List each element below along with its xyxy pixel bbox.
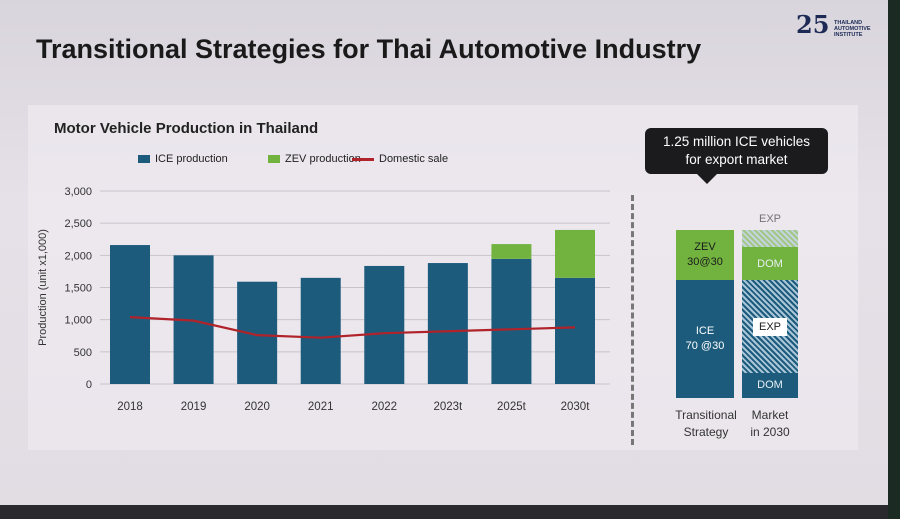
segment-label: EXP <box>752 317 787 336</box>
segment-label: EXP <box>758 213 781 225</box>
x-tick-label: 2030t <box>561 401 591 413</box>
export-callout: 1.25 million ICE vehicles for export mar… <box>645 128 828 184</box>
tai-logo: 25 THAILAND AUTOMOTIVE INSTITUTE <box>796 10 886 50</box>
segment-market-ice-dom: DOM <box>742 372 798 398</box>
segment-sublabel: 30@30 <box>687 256 723 269</box>
chart-title: Motor Vehicle Production in Thailand <box>54 120 319 137</box>
segment-label: ICE <box>695 325 715 338</box>
legend-swatch-zev <box>268 155 280 163</box>
y-tick-label: 2,500 <box>64 218 92 230</box>
segment-label: DOM <box>757 257 783 270</box>
slide-title: Transitional Strategies for Thai Automot… <box>36 34 702 64</box>
segment-zev: ZEV 30@30 <box>676 230 734 281</box>
y-tick-label: 1,000 <box>64 315 92 327</box>
callout-line-2: for export market <box>685 152 788 167</box>
segment-market-ice-exp: EXP <box>742 280 798 373</box>
x-label-line: Strategy <box>683 425 729 439</box>
x-label-market-2030: Market in 2030 <box>742 407 798 441</box>
y-tick-label: 1,500 <box>64 283 92 295</box>
x-tick-label: 2025t <box>497 401 527 413</box>
y-tick-label: 500 <box>74 347 92 359</box>
x-tick-label: 2022 <box>371 401 397 413</box>
legend-swatch-domestic <box>352 157 374 161</box>
legend-swatch-ice <box>138 155 150 163</box>
x-tick-label: 2023t <box>433 401 463 413</box>
legend-label: Domestic sale <box>379 153 449 165</box>
y-axis-label: Production (unit x1,000) <box>37 229 49 346</box>
x-label-line: Transitional <box>675 408 737 422</box>
bar-zev-2030t <box>555 229 595 278</box>
bar-ice-2023t <box>427 263 468 384</box>
bar-ice-2018 <box>110 245 150 384</box>
logo-text: THAILAND AUTOMOTIVE INSTITUTE <box>834 20 871 38</box>
segment-market-zev-dom: DOM <box>742 246 798 281</box>
bar-zev-2025t <box>491 244 532 259</box>
legend-domestic: Domestic sale <box>352 153 448 165</box>
bar-ice-2030t <box>555 277 595 384</box>
legend-label: ICE production <box>155 153 228 165</box>
x-label-line: in 2030 <box>750 425 790 439</box>
y-tick-label: 0 <box>86 379 92 391</box>
x-tick-label: 2020 <box>244 401 270 413</box>
segment-label: DOM <box>757 379 783 392</box>
segment-sublabel: 70 @30 <box>685 340 725 353</box>
segment-label: ZEV <box>694 241 716 254</box>
x-tick-label: 2018 <box>117 401 143 413</box>
bar-ice-2022 <box>364 265 405 384</box>
logo-25: 25 <box>796 10 830 39</box>
x-tick-label: 2021 <box>308 401 334 413</box>
legend-label: ZEV production <box>285 153 361 165</box>
segment-ice: ICE 70 @30 <box>676 280 734 398</box>
line-domestic-sale <box>129 315 576 339</box>
x-tick-label: 2019 <box>181 401 207 413</box>
legend-zev: ZEV production <box>268 153 361 165</box>
bar-ice-2021 <box>300 277 341 384</box>
bar-ice-2025t <box>491 258 532 384</box>
screen-edge <box>888 0 900 519</box>
callout-line-1: 1.25 million ICE vehicles <box>662 134 811 149</box>
legend-ice: ICE production <box>138 153 228 165</box>
segment-market-zev-exp: EXP <box>742 213 798 247</box>
x-label-line: Market <box>751 408 789 422</box>
divider <box>631 195 634 445</box>
y-tick-label: 3,000 <box>64 186 92 198</box>
x-label-transitional-strategy: Transitional Strategy <box>668 407 744 441</box>
y-tick-label: 2,000 <box>64 250 92 262</box>
